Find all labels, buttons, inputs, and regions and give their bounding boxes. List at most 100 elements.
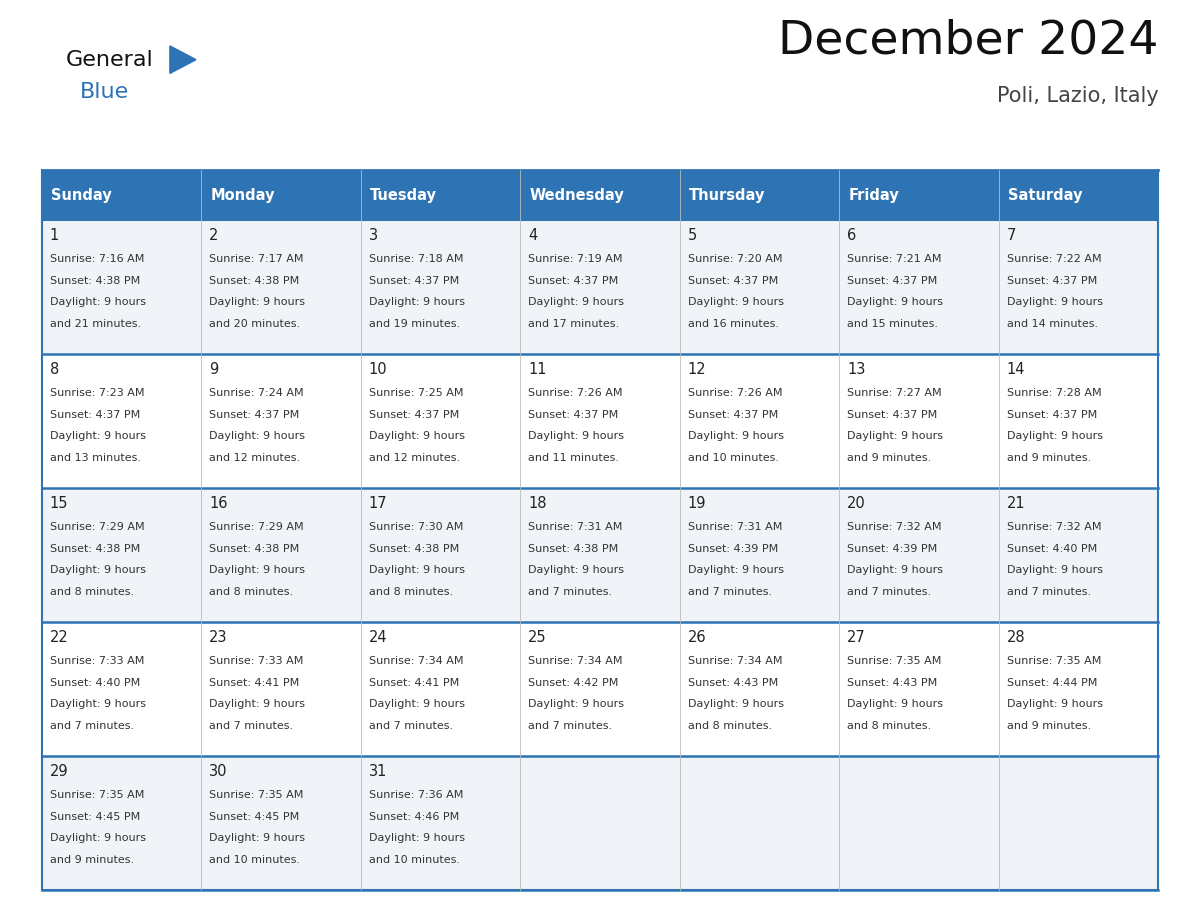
Text: Sunset: 4:37 PM: Sunset: 4:37 PM xyxy=(1006,275,1097,285)
Text: and 10 minutes.: and 10 minutes. xyxy=(368,855,460,865)
Text: Daylight: 9 hours: Daylight: 9 hours xyxy=(688,431,784,442)
Text: 18: 18 xyxy=(529,497,546,511)
Text: and 21 minutes.: and 21 minutes. xyxy=(50,319,140,329)
Text: Tuesday: Tuesday xyxy=(371,187,437,203)
Bar xyxy=(201,488,361,622)
Bar xyxy=(839,170,999,220)
Text: Daylight: 9 hours: Daylight: 9 hours xyxy=(529,431,624,442)
Text: 31: 31 xyxy=(368,765,387,779)
Text: and 10 minutes.: and 10 minutes. xyxy=(688,453,778,463)
Text: December 2024: December 2024 xyxy=(778,18,1158,64)
Text: Daylight: 9 hours: Daylight: 9 hours xyxy=(368,834,465,844)
Text: Sunset: 4:40 PM: Sunset: 4:40 PM xyxy=(1006,543,1097,554)
Text: 1: 1 xyxy=(50,229,59,243)
Text: Sunrise: 7:34 AM: Sunrise: 7:34 AM xyxy=(368,655,463,666)
Bar xyxy=(201,220,361,354)
Text: Sunrise: 7:33 AM: Sunrise: 7:33 AM xyxy=(209,655,303,666)
Text: Sunset: 4:39 PM: Sunset: 4:39 PM xyxy=(688,543,778,554)
Text: Daylight: 9 hours: Daylight: 9 hours xyxy=(50,431,146,442)
Text: Sunday: Sunday xyxy=(51,187,112,203)
Text: Daylight: 9 hours: Daylight: 9 hours xyxy=(50,700,146,710)
Bar xyxy=(361,220,520,354)
Bar xyxy=(999,622,1158,756)
Text: Saturday: Saturday xyxy=(1009,187,1082,203)
Bar xyxy=(361,756,520,890)
Text: 19: 19 xyxy=(688,497,706,511)
Text: and 7 minutes.: and 7 minutes. xyxy=(368,721,453,731)
Bar xyxy=(520,756,680,890)
Bar xyxy=(999,170,1158,220)
Text: Sunrise: 7:30 AM: Sunrise: 7:30 AM xyxy=(368,521,463,532)
Text: Sunset: 4:39 PM: Sunset: 4:39 PM xyxy=(847,543,937,554)
Text: Sunrise: 7:28 AM: Sunrise: 7:28 AM xyxy=(1006,388,1101,397)
Text: Sunrise: 7:29 AM: Sunrise: 7:29 AM xyxy=(209,521,304,532)
Text: Poli, Lazio, Italy: Poli, Lazio, Italy xyxy=(997,86,1158,106)
Bar xyxy=(201,170,361,220)
Text: and 8 minutes.: and 8 minutes. xyxy=(209,587,293,597)
Text: Sunrise: 7:21 AM: Sunrise: 7:21 AM xyxy=(847,254,942,263)
Polygon shape xyxy=(170,46,196,73)
Text: Sunrise: 7:29 AM: Sunrise: 7:29 AM xyxy=(50,521,144,532)
Text: Daylight: 9 hours: Daylight: 9 hours xyxy=(1006,700,1102,710)
Bar xyxy=(42,488,201,622)
Text: 20: 20 xyxy=(847,497,866,511)
Text: Daylight: 9 hours: Daylight: 9 hours xyxy=(209,565,305,576)
Text: Daylight: 9 hours: Daylight: 9 hours xyxy=(368,700,465,710)
Text: Sunrise: 7:17 AM: Sunrise: 7:17 AM xyxy=(209,254,304,263)
Text: Daylight: 9 hours: Daylight: 9 hours xyxy=(368,565,465,576)
Bar xyxy=(680,756,839,890)
Bar xyxy=(42,354,201,488)
Text: Sunrise: 7:32 AM: Sunrise: 7:32 AM xyxy=(847,521,942,532)
Text: Sunset: 4:40 PM: Sunset: 4:40 PM xyxy=(50,677,140,688)
Text: Sunrise: 7:31 AM: Sunrise: 7:31 AM xyxy=(529,521,623,532)
Text: 4: 4 xyxy=(529,229,537,243)
Text: Sunset: 4:45 PM: Sunset: 4:45 PM xyxy=(50,812,140,822)
Text: Sunrise: 7:24 AM: Sunrise: 7:24 AM xyxy=(209,388,304,397)
Text: and 7 minutes.: and 7 minutes. xyxy=(688,587,772,597)
Text: 24: 24 xyxy=(368,631,387,645)
Text: Sunset: 4:37 PM: Sunset: 4:37 PM xyxy=(368,409,459,420)
Text: 9: 9 xyxy=(209,363,219,377)
Bar xyxy=(361,170,520,220)
Text: Sunrise: 7:32 AM: Sunrise: 7:32 AM xyxy=(1006,521,1101,532)
Text: Sunrise: 7:31 AM: Sunrise: 7:31 AM xyxy=(688,521,782,532)
Text: and 9 minutes.: and 9 minutes. xyxy=(50,855,134,865)
Text: 14: 14 xyxy=(1006,363,1025,377)
Text: Sunset: 4:38 PM: Sunset: 4:38 PM xyxy=(50,543,140,554)
Text: Sunset: 4:37 PM: Sunset: 4:37 PM xyxy=(50,409,140,420)
Text: and 20 minutes.: and 20 minutes. xyxy=(209,319,301,329)
Text: Monday: Monday xyxy=(210,187,276,203)
Text: and 7 minutes.: and 7 minutes. xyxy=(209,721,293,731)
Text: and 10 minutes.: and 10 minutes. xyxy=(209,855,301,865)
Bar xyxy=(839,354,999,488)
Text: 22: 22 xyxy=(50,631,68,645)
Text: Sunset: 4:41 PM: Sunset: 4:41 PM xyxy=(209,677,299,688)
Bar xyxy=(680,488,839,622)
Text: Daylight: 9 hours: Daylight: 9 hours xyxy=(688,700,784,710)
Bar xyxy=(201,354,361,488)
Bar xyxy=(42,170,201,220)
Text: and 14 minutes.: and 14 minutes. xyxy=(1006,319,1098,329)
Text: and 17 minutes.: and 17 minutes. xyxy=(529,319,619,329)
Bar xyxy=(520,220,680,354)
Text: Sunset: 4:37 PM: Sunset: 4:37 PM xyxy=(368,275,459,285)
Bar xyxy=(520,622,680,756)
Bar xyxy=(839,622,999,756)
Text: Daylight: 9 hours: Daylight: 9 hours xyxy=(209,431,305,442)
Bar xyxy=(201,756,361,890)
Text: Daylight: 9 hours: Daylight: 9 hours xyxy=(209,297,305,308)
Text: and 13 minutes.: and 13 minutes. xyxy=(50,453,140,463)
Bar xyxy=(361,622,520,756)
Text: Sunset: 4:41 PM: Sunset: 4:41 PM xyxy=(368,677,459,688)
Text: Sunset: 4:43 PM: Sunset: 4:43 PM xyxy=(847,677,937,688)
Text: Sunset: 4:38 PM: Sunset: 4:38 PM xyxy=(209,275,299,285)
Text: 17: 17 xyxy=(368,497,387,511)
Text: and 15 minutes.: and 15 minutes. xyxy=(847,319,939,329)
Text: Daylight: 9 hours: Daylight: 9 hours xyxy=(847,565,943,576)
Text: 16: 16 xyxy=(209,497,228,511)
Text: 28: 28 xyxy=(1006,631,1025,645)
Bar xyxy=(361,488,520,622)
Text: Daylight: 9 hours: Daylight: 9 hours xyxy=(209,700,305,710)
Text: 7: 7 xyxy=(1006,229,1016,243)
Text: Sunset: 4:37 PM: Sunset: 4:37 PM xyxy=(847,409,937,420)
